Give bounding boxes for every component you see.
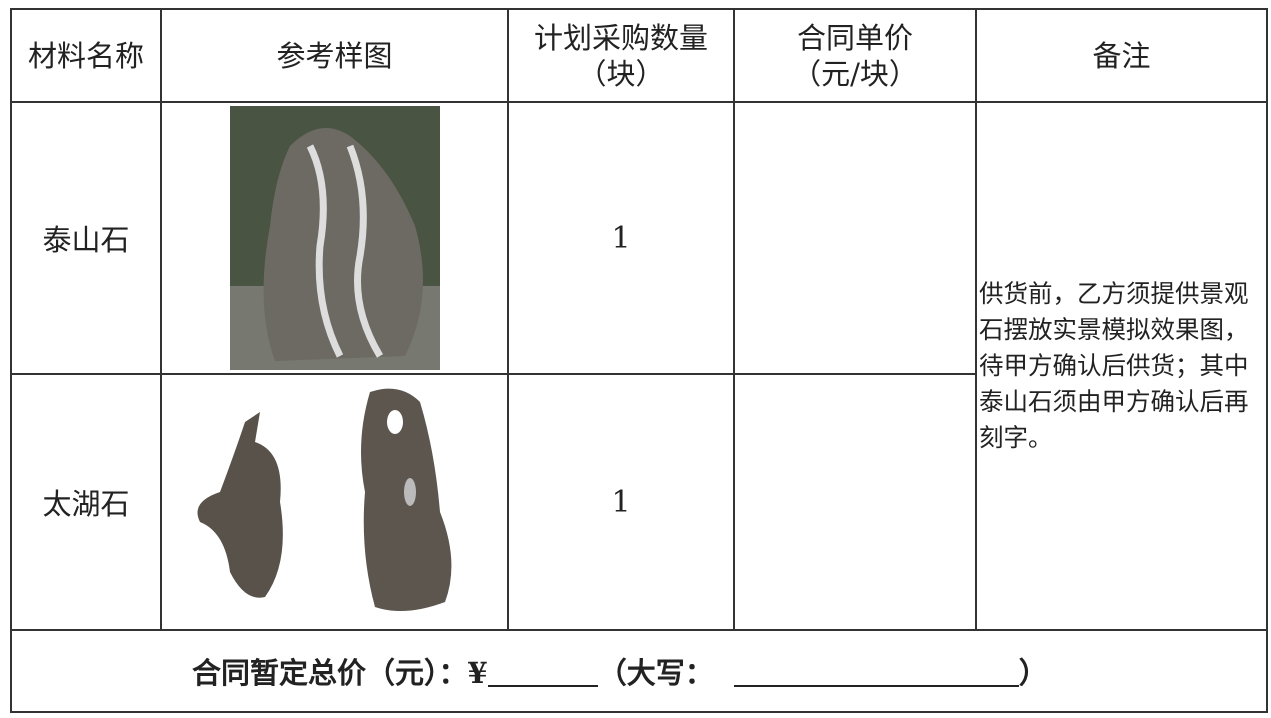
- blank-line: [733, 655, 1019, 687]
- close-paren: ）: [1018, 656, 1048, 690]
- header-cell: 合同单价 （元/块）: [733, 8, 977, 103]
- material-name: 太湖石: [10, 373, 162, 631]
- sample-image: [197, 388, 451, 611]
- price: [733, 101, 977, 375]
- quantity: 1: [507, 373, 735, 631]
- material-table: 材料名称 参考样图 计划采购数量 （块） 合同单价 （元/块） 备注 泰山石 1 供…: [10, 8, 1268, 713]
- blank-line: [487, 655, 598, 687]
- total-label: 合同暂定总价（元）：¥: [192, 656, 488, 690]
- header-cell: 参考样图: [160, 8, 509, 103]
- row: 泰山石 1 供货前，乙方须提供景观石摆放实景模拟效果图，待甲方确认后供货；其中泰…: [10, 101, 1268, 631]
- header-row: 材料名称 参考样图 计划采购数量 （块） 合同单价 （元/块） 备注: [10, 8, 1268, 103]
- header-line: （块）: [577, 56, 665, 91]
- header-cell: 计划采购数量 （块）: [507, 8, 735, 103]
- caps-label: （大写：: [597, 656, 714, 690]
- header-cell: 材料名称: [10, 8, 162, 103]
- quantity: 1: [507, 101, 735, 375]
- sample-image: [229, 106, 440, 370]
- note: 供货前，乙方须提供景观石摆放实景模拟效果图，待甲方确认后供货；其中泰山石须由甲方…: [975, 101, 1268, 631]
- image-cell: [160, 373, 509, 631]
- header-line: 合同单价: [796, 20, 913, 55]
- image-cell: [160, 101, 509, 375]
- header-line: （元/块）: [792, 56, 918, 91]
- price: [733, 373, 977, 631]
- header-cell: 备注: [975, 8, 1268, 103]
- material-name: 泰山石: [10, 101, 162, 375]
- header-line: 计划采购数量: [533, 20, 708, 55]
- row: 太湖石 1: [10, 373, 1267, 631]
- total-price: 合同暂定总价（元）：¥ （大写： ）: [10, 629, 1268, 713]
- footer-row: 合同暂定总价（元）：¥ （大写： ）: [10, 629, 1268, 713]
